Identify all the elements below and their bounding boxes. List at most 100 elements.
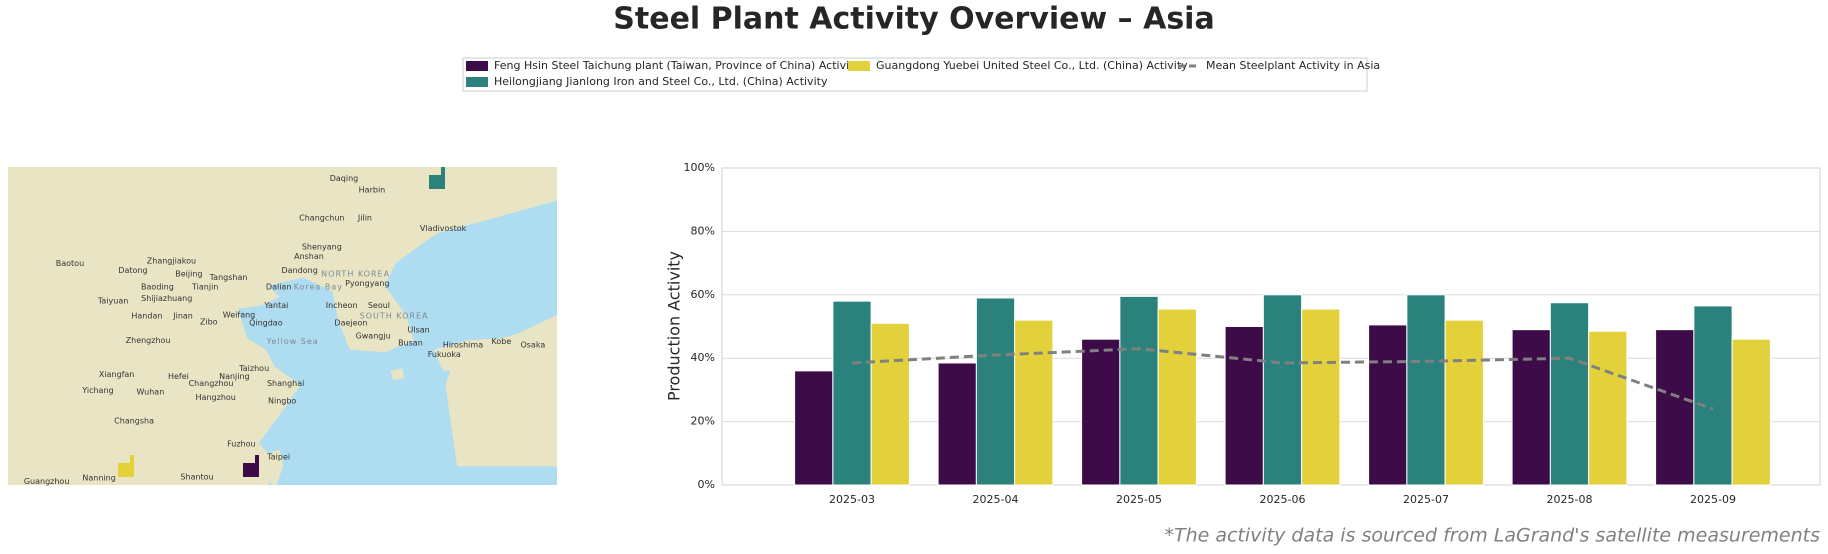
y-tick-label: 0% bbox=[698, 478, 715, 491]
y-tick-label: 60% bbox=[691, 288, 715, 301]
map-city-label: Wuhan bbox=[137, 387, 165, 396]
map-city-label: Ningbo bbox=[268, 397, 296, 406]
x-tick-label: 2025-08 bbox=[1547, 493, 1593, 506]
map-city-label: Ulsan bbox=[407, 325, 429, 334]
x-tick-label: 2025-05 bbox=[1116, 493, 1162, 506]
map-layer bbox=[8, 167, 557, 485]
x-tick-label: 2025-04 bbox=[973, 493, 1019, 506]
plant-icon bbox=[118, 463, 134, 477]
map-city-label: Taiyuan bbox=[97, 296, 128, 305]
map-city-label: Nanjing bbox=[219, 372, 250, 381]
map-city-label: Vladivostok bbox=[420, 224, 467, 233]
y-tick-label: 20% bbox=[691, 415, 715, 428]
plant-icon-chimney bbox=[441, 167, 445, 175]
bar bbox=[1511, 329, 1551, 486]
bar bbox=[1655, 329, 1695, 486]
mean-line bbox=[851, 347, 1714, 411]
map-sea bbox=[237, 200, 557, 485]
bar bbox=[1081, 338, 1121, 486]
map-city-label: Tianjin bbox=[191, 282, 218, 291]
map-city-label: Nanning bbox=[82, 474, 115, 483]
map-city-label: Qingdao bbox=[249, 318, 283, 327]
bar bbox=[794, 370, 834, 486]
y-tick-label: 40% bbox=[691, 351, 715, 364]
map-city-label: Osaka bbox=[520, 341, 545, 350]
map-region-label: Yellow Sea bbox=[266, 337, 319, 346]
map-city-label: Datong bbox=[118, 266, 147, 275]
map-city-label: Handan bbox=[131, 311, 162, 320]
map-city-label: Daqing bbox=[330, 174, 359, 183]
bar bbox=[1368, 324, 1408, 486]
bar bbox=[1731, 338, 1771, 486]
map-island bbox=[433, 321, 557, 371]
legend-swatch bbox=[848, 61, 870, 71]
map-region-label: Korea Bay bbox=[294, 282, 343, 291]
bar bbox=[1224, 326, 1264, 486]
legend-box bbox=[462, 57, 1368, 92]
legend-swatch bbox=[466, 77, 488, 87]
map-city-label: Xiangfan bbox=[99, 370, 135, 379]
map-city-label: Baotou bbox=[56, 259, 84, 268]
map-city-label: Fuzhou bbox=[227, 440, 255, 449]
map-city-label: Jilin bbox=[357, 214, 372, 223]
map-city-label: Dandong bbox=[282, 266, 318, 275]
map-city-label: Taizhou bbox=[238, 364, 269, 373]
bar bbox=[1693, 305, 1733, 486]
bar bbox=[1157, 308, 1197, 486]
bar bbox=[1549, 302, 1590, 486]
map-city-label: Fukuoka bbox=[428, 350, 461, 359]
map-city-label: Changzhou bbox=[189, 379, 234, 388]
bar bbox=[975, 297, 1016, 486]
x-tick-label: 2025-09 bbox=[1690, 493, 1736, 506]
map-city-label: Shantou bbox=[180, 472, 213, 481]
bar bbox=[1262, 294, 1303, 486]
bar bbox=[1406, 294, 1446, 486]
map-city-label: Zhangjiakou bbox=[147, 257, 196, 266]
x-tick-label: 2025-06 bbox=[1260, 493, 1306, 506]
map-island bbox=[390, 368, 405, 381]
map-city-label: Changsha bbox=[114, 416, 154, 425]
map-city-label: Yantai bbox=[263, 301, 288, 310]
map-city-label: Weifang bbox=[223, 310, 255, 319]
x-tick-label: 2025-03 bbox=[829, 493, 875, 506]
bar bbox=[1588, 330, 1628, 486]
map-city-label: Guangzhou bbox=[24, 477, 70, 486]
legend-label: Heilongjiang Jianlong Iron and Steel Co.… bbox=[494, 75, 828, 88]
bar bbox=[1301, 308, 1341, 486]
bar bbox=[870, 322, 910, 486]
plant-icon bbox=[429, 175, 445, 189]
map-city-label: Incheon bbox=[326, 301, 358, 310]
plant-icon-chimney bbox=[130, 455, 134, 463]
legend-swatch bbox=[466, 61, 488, 71]
map-city-label: Zibo bbox=[200, 317, 218, 326]
map-city-label: Dalian bbox=[266, 282, 291, 291]
map-shapes bbox=[237, 200, 557, 485]
map-city-label: Shijiazhuang bbox=[141, 294, 192, 303]
map-city-label: Hefei bbox=[168, 372, 189, 381]
map-city-label: Beijing bbox=[175, 270, 202, 279]
map-city-label: Shenyang bbox=[302, 243, 342, 252]
plant-icon bbox=[243, 463, 259, 477]
map-city-label: Daejeon bbox=[334, 318, 367, 327]
bar bbox=[1444, 319, 1484, 486]
plant-icon-chimney bbox=[255, 455, 259, 463]
footnote: *The activity data is sourced from LaGra… bbox=[1164, 525, 1820, 547]
map-city-label: Taipei bbox=[266, 453, 290, 462]
map-city-label: Yichang bbox=[81, 386, 113, 395]
chart-title: Steel Plant Activity Overview – Asia bbox=[613, 2, 1214, 37]
legend-label: Mean Steelplant Activity in Asia bbox=[1206, 59, 1380, 72]
map-city-label: Kobe bbox=[492, 337, 512, 346]
map-city-label: Tangshan bbox=[209, 273, 248, 282]
map-city-label: Baoding bbox=[141, 282, 174, 291]
map-city-label: Pyongyang bbox=[345, 279, 389, 288]
y-tick-label: 100% bbox=[684, 161, 715, 174]
legend-label: Feng Hsin Steel Taichung plant (Taiwan, … bbox=[494, 59, 860, 72]
map-city-label: Busan bbox=[398, 338, 423, 347]
bar bbox=[937, 362, 977, 486]
bar bbox=[832, 300, 872, 486]
bar bbox=[1014, 319, 1054, 486]
y-axis-label: Production Activity bbox=[665, 251, 684, 401]
